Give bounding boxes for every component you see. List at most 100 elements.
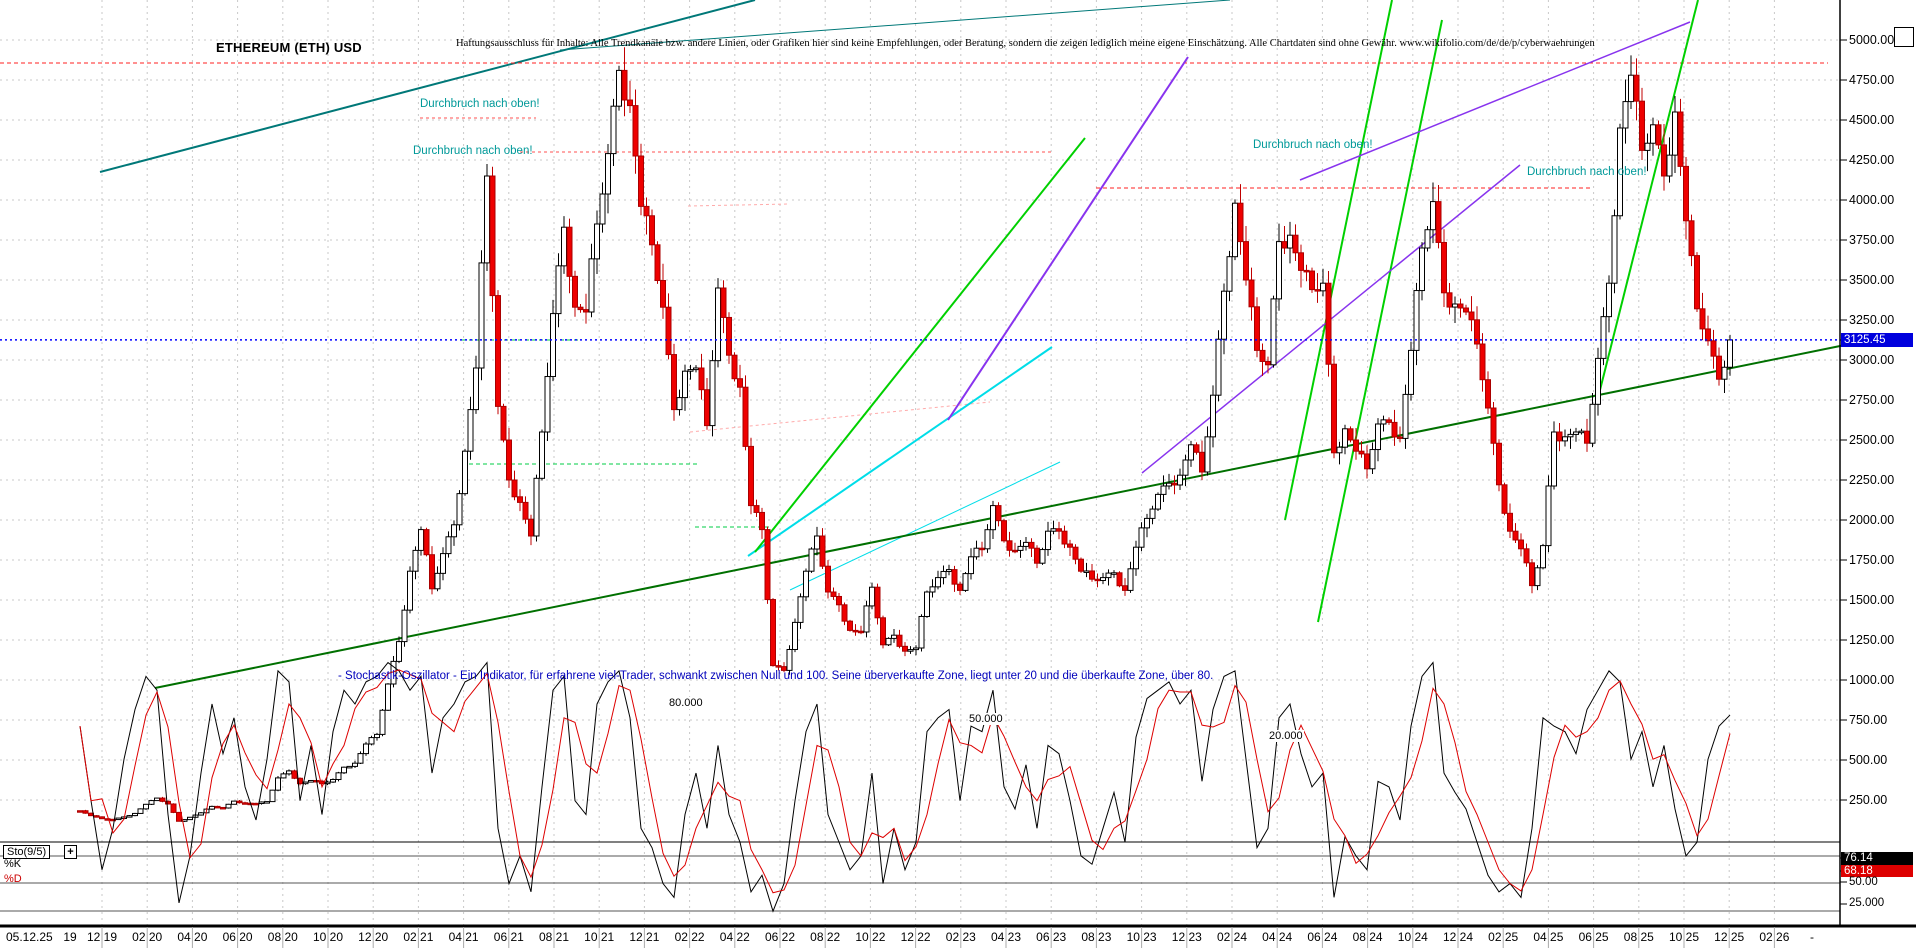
candle bbox=[489, 175, 496, 297]
date-tick-label: 12 20 bbox=[358, 930, 389, 944]
candle bbox=[1441, 241, 1447, 294]
trend-line bbox=[559, 0, 1231, 51]
candle bbox=[1226, 256, 1233, 292]
candle bbox=[396, 641, 402, 662]
date-tick-label: 10 21 bbox=[584, 930, 615, 944]
date-tick-label: 06 25 bbox=[1578, 930, 1609, 944]
candle bbox=[1463, 307, 1469, 313]
candle bbox=[1215, 338, 1222, 396]
candle bbox=[792, 621, 798, 650]
axis-corner-button[interactable] bbox=[1894, 27, 1914, 47]
candle bbox=[264, 801, 270, 804]
date-tick-label: 08 21 bbox=[538, 930, 570, 944]
candle bbox=[1562, 436, 1568, 442]
candle bbox=[979, 547, 985, 551]
candle bbox=[165, 800, 171, 805]
indicator-settings-button[interactable]: Sto(9/5) bbox=[3, 845, 51, 859]
candle bbox=[1127, 568, 1134, 591]
candle bbox=[1182, 459, 1189, 476]
candle bbox=[456, 493, 463, 526]
candle bbox=[891, 634, 897, 639]
candle bbox=[660, 280, 666, 308]
candle bbox=[1166, 482, 1172, 487]
price-tick-label: 1250.00 bbox=[1849, 633, 1895, 647]
candle bbox=[1298, 252, 1304, 271]
candle bbox=[1501, 484, 1508, 514]
candle bbox=[363, 743, 369, 755]
candle bbox=[797, 596, 804, 623]
stochastic-threshold-label: 20.000 bbox=[1268, 730, 1304, 742]
candle bbox=[1309, 270, 1315, 291]
candle bbox=[1369, 449, 1376, 470]
candle bbox=[1523, 548, 1530, 564]
date-tick-label: 12 19 bbox=[86, 930, 118, 944]
price-tick-label: 3750.00 bbox=[1849, 233, 1895, 247]
candle bbox=[676, 397, 683, 411]
candle bbox=[1699, 308, 1706, 330]
candle bbox=[330, 779, 336, 783]
candle bbox=[1287, 234, 1293, 249]
candle bbox=[346, 765, 353, 769]
candle bbox=[445, 536, 452, 555]
candle bbox=[1122, 585, 1128, 591]
candle bbox=[858, 630, 864, 634]
candle bbox=[418, 529, 424, 551]
candle bbox=[726, 316, 732, 356]
date-tick-label: 06 20 bbox=[222, 930, 253, 944]
candle bbox=[539, 431, 545, 479]
candle bbox=[1540, 545, 1546, 569]
candle bbox=[1100, 577, 1106, 581]
candle bbox=[1325, 282, 1332, 365]
date-tick-label: 12 24 bbox=[1442, 930, 1474, 944]
candle bbox=[1221, 290, 1227, 340]
candle bbox=[709, 360, 716, 427]
candle bbox=[236, 800, 243, 804]
candle bbox=[990, 505, 996, 531]
candle bbox=[159, 797, 166, 802]
candle bbox=[1496, 442, 1502, 486]
candle bbox=[907, 649, 914, 652]
candle bbox=[995, 505, 1002, 522]
candle bbox=[1672, 111, 1678, 156]
date-tick-label: 12 25 bbox=[1714, 930, 1745, 944]
indicator-add-button[interactable]: + bbox=[64, 845, 77, 859]
candle bbox=[885, 637, 892, 646]
candle bbox=[1072, 546, 1079, 560]
candle bbox=[1144, 517, 1150, 529]
trend-line bbox=[99, 0, 756, 173]
date-tick-label: 08 22 bbox=[810, 930, 841, 944]
candle bbox=[126, 815, 133, 818]
candle bbox=[1468, 311, 1475, 321]
trend-line bbox=[1284, 0, 1393, 521]
date-tick-label: 12 23 bbox=[1171, 930, 1202, 944]
candle bbox=[143, 803, 149, 810]
candle bbox=[533, 477, 540, 537]
candle bbox=[1232, 202, 1238, 258]
candle bbox=[1617, 127, 1623, 217]
candle bbox=[412, 549, 419, 572]
candle bbox=[572, 275, 578, 308]
candle bbox=[522, 501, 529, 520]
price-tick-label: 250.00 bbox=[1849, 793, 1888, 807]
date-tick-label: 02 25 bbox=[1488, 930, 1519, 944]
breakout-annotation: Durchbruch nach oben! bbox=[1527, 166, 1647, 178]
date-axis-end-label: - bbox=[1810, 930, 1814, 944]
candle bbox=[561, 226, 567, 267]
candle bbox=[401, 609, 408, 643]
candle bbox=[973, 547, 980, 558]
candle bbox=[1089, 570, 1095, 580]
candle bbox=[148, 800, 155, 805]
candle bbox=[643, 205, 650, 217]
price-tick-label: 750.00 bbox=[1849, 713, 1888, 727]
candle bbox=[698, 367, 705, 391]
candle bbox=[555, 265, 562, 315]
date-tick-label: 04 25 bbox=[1533, 930, 1564, 944]
candle bbox=[610, 105, 617, 155]
candle bbox=[748, 445, 754, 507]
candle bbox=[929, 586, 936, 593]
date-tick-label: 19 bbox=[63, 930, 77, 944]
candle bbox=[1375, 423, 1381, 451]
candle bbox=[962, 573, 969, 591]
candle bbox=[220, 806, 226, 810]
